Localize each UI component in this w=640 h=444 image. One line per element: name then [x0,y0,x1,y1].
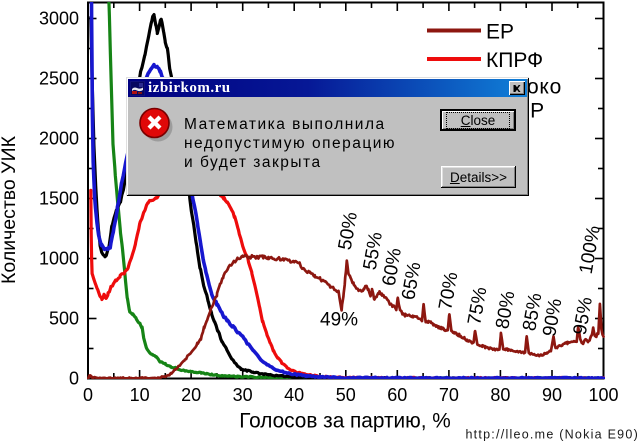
svg-text:0: 0 [83,385,93,405]
svg-text:500: 500 [49,309,79,329]
svg-text:1000: 1000 [39,249,79,269]
svg-text:1500: 1500 [39,189,79,209]
svg-text:ЕР: ЕР [486,21,514,44]
svg-text:Голосов за партию, %: Голосов за партию, % [239,410,451,433]
svg-text:100%: 100% [576,224,605,276]
svg-text:50%: 50% [335,210,362,251]
svg-text:50: 50 [336,385,356,405]
svg-text:70%: 70% [435,270,462,311]
svg-text:100: 100 [588,385,618,405]
svg-text:КПРФ: КПРФ [486,49,543,72]
svg-text:60: 60 [387,385,407,405]
svg-text:90: 90 [542,385,562,405]
svg-text:40: 40 [284,385,304,405]
svg-text:3000: 3000 [39,9,79,29]
svg-text:49%: 49% [320,310,358,331]
svg-text:20: 20 [181,385,201,405]
svg-text:0: 0 [69,369,79,389]
svg-text:10: 10 [130,385,150,405]
svg-text:http://lleo.me (Nokia E90): http://lleo.me (Nokia E90) [465,428,639,442]
svg-text:80%: 80% [492,289,519,330]
svg-text:2000: 2000 [39,129,79,149]
svg-text:70: 70 [439,385,459,405]
svg-text:80: 80 [490,385,510,405]
svg-text:Количество УИК: Количество УИК [0,135,20,284]
svg-text:2500: 2500 [39,69,79,89]
svg-text:30: 30 [233,385,253,405]
svg-text:75%: 75% [464,285,491,326]
